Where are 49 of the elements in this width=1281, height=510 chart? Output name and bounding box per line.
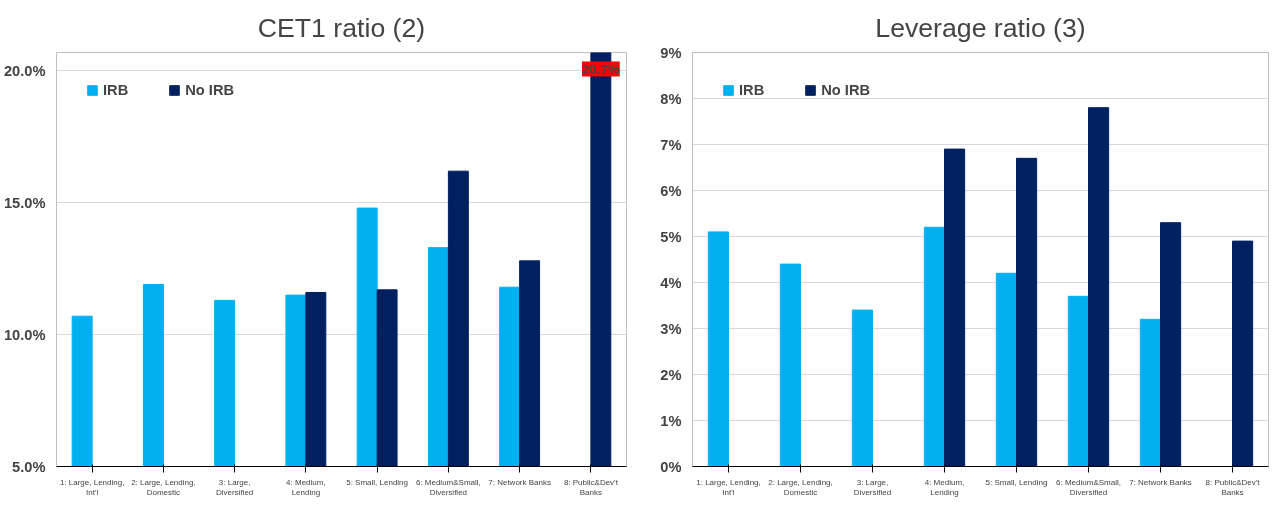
bar — [923, 226, 945, 467]
bar — [1067, 295, 1089, 467]
chart-title: Leverage ratio (3) — [875, 12, 1086, 43]
x-tick-label: 8: Public&Dev't Banks — [1205, 477, 1261, 498]
data-label: 20.7% — [581, 61, 620, 77]
bar — [1232, 240, 1254, 467]
y-tick-label: 4% — [660, 274, 682, 291]
bar — [1139, 318, 1161, 467]
x-tick-label: 5: Small, Lending — [985, 477, 1048, 487]
y-tick-label: 15.0% — [3, 194, 46, 211]
y-tick-label: 2% — [660, 366, 682, 383]
chart-title: CET1 ratio (2) — [257, 12, 426, 43]
y-tick-label: 7% — [660, 136, 682, 153]
x-tick-label: 2: Large, Lending, Domestic — [131, 477, 196, 498]
bar — [1088, 107, 1110, 467]
bar — [707, 231, 729, 467]
legend-label: No IRB — [185, 82, 235, 98]
legend-label: IRB — [103, 82, 129, 98]
y-tick-label: 3% — [660, 320, 682, 337]
legend-label: No IRB — [821, 82, 871, 98]
y-tick-label: 10.0% — [3, 326, 46, 343]
y-tick-label: 8% — [660, 90, 682, 107]
y-tick-label: 9% — [660, 44, 682, 61]
y-tick-label: 20.0% — [3, 62, 46, 79]
x-tick-label: 1: Large, Lending, Int'l — [696, 477, 761, 498]
legend-label: IRB — [739, 82, 765, 98]
y-tick-label: 6% — [660, 182, 682, 199]
x-tick-label: 8: Public&Dev't Banks — [563, 477, 619, 498]
x-tick-label: 7: Network Banks — [1129, 477, 1192, 487]
bar — [779, 263, 801, 467]
x-tick-label: 6: Medium&Small, Diversified — [1056, 477, 1121, 498]
y-tick-label: 1% — [660, 412, 682, 429]
bar — [944, 148, 966, 467]
x-tick-label: 4: Medium, Lending — [924, 477, 965, 498]
y-tick-label: 0% — [660, 458, 682, 475]
x-tick-label: 1: Large, Lending, Int'l — [59, 477, 125, 498]
x-tick-label: 3: Large, Diversified — [215, 477, 254, 498]
x-tick-label: 3: Large, Diversified — [853, 477, 892, 498]
y-tick-label: 5% — [660, 228, 682, 245]
bar — [1160, 222, 1182, 467]
y-tick-label: 5.0% — [12, 458, 46, 475]
bar — [995, 272, 1017, 467]
bar — [851, 309, 873, 467]
x-tick-label: 2: Large, Lending, Domestic — [768, 477, 833, 498]
x-tick-label: 5: Small, Lending — [346, 477, 409, 487]
bar — [1016, 157, 1038, 467]
x-tick-label: 6: Medium&Small, Diversified — [415, 477, 481, 498]
x-tick-label: 4: Medium, Lending — [286, 477, 326, 498]
x-tick-label: 7: Network Banks — [488, 477, 551, 487]
